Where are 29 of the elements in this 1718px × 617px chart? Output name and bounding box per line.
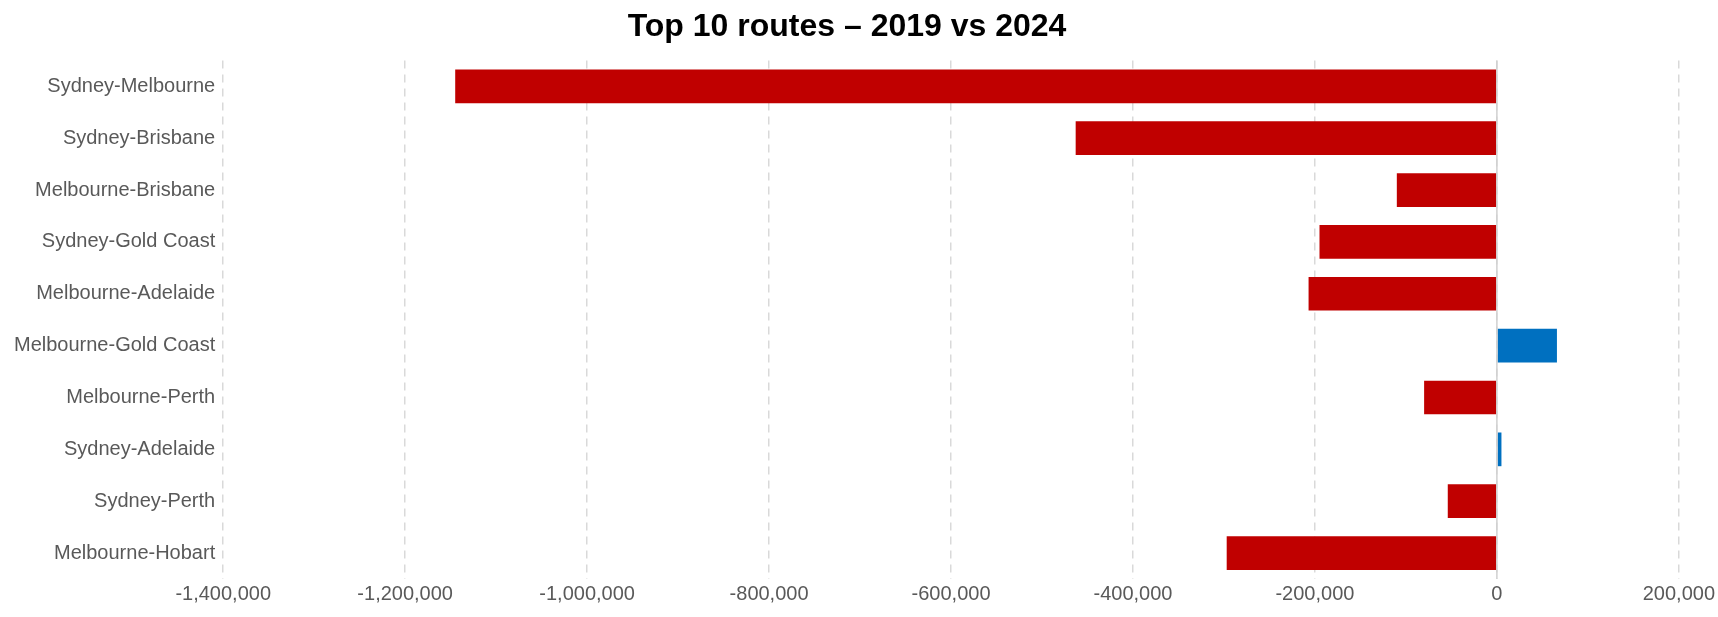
bar <box>1447 484 1497 519</box>
bar <box>1319 225 1497 259</box>
y-tick-label: Melbourne-Brisbane <box>35 177 216 200</box>
y-tick-label: Melbourne-Hobart <box>54 540 216 563</box>
chart-title: Top 10 routes – 2019 vs 2024 <box>627 7 1067 44</box>
x-tick-label: 200,000 <box>1642 581 1715 604</box>
y-tick-label: Sydney-Adelaide <box>63 436 216 459</box>
x-tick-label: -600,000 <box>911 581 991 604</box>
bar <box>1396 173 1497 207</box>
bar <box>1075 121 1497 156</box>
x-tick-label: -1,000,000 <box>539 581 635 604</box>
bar <box>455 69 1497 104</box>
x-tick-label: -1,400,000 <box>175 581 272 604</box>
bar <box>1226 536 1497 570</box>
y-tick-label: Melbourne-Perth <box>66 385 216 408</box>
bar <box>1424 380 1497 415</box>
y-tick-label: Melbourne-Gold Coast <box>13 333 216 356</box>
y-tick-label: Sydney-Perth <box>94 488 216 511</box>
y-tick-label: Sydney-Gold Coast <box>41 229 216 252</box>
y-tick-label: Melbourne-Adelaide <box>36 281 216 304</box>
y-tick-label: Sydney-Melbourne <box>47 73 216 96</box>
x-tick-label: -400,000 <box>1093 581 1173 604</box>
y-tick-label: Sydney-Brisbane <box>62 125 216 148</box>
x-tick-label: -200,000 <box>1275 581 1355 604</box>
x-tick-label: -1,200,000 <box>357 581 453 604</box>
bar <box>1497 328 1557 363</box>
x-tick-label: -800,000 <box>729 581 809 604</box>
x-tick-label: 0 <box>1491 581 1503 604</box>
bar <box>1308 276 1497 311</box>
